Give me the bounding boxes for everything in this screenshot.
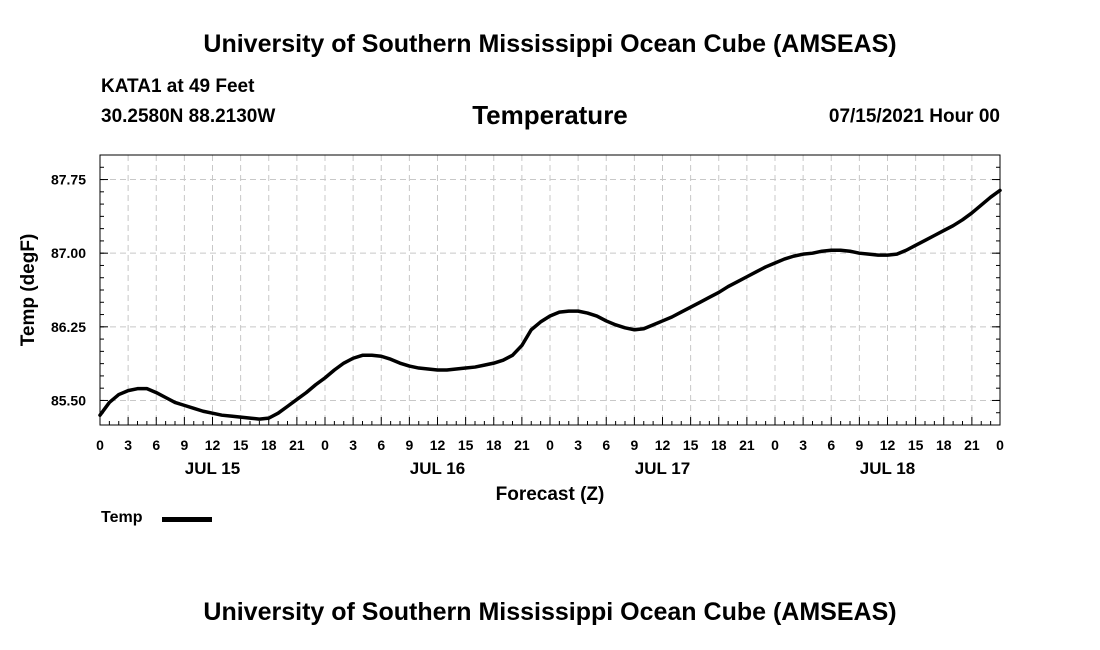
x-tick-label: 18 (261, 437, 277, 453)
x-tick-label: 15 (458, 437, 474, 453)
x-tick-label: 0 (321, 437, 329, 453)
x-tick-label: 21 (964, 437, 980, 453)
y-tick-label: 87.00 (51, 245, 86, 261)
date-label: JUL 17 (635, 459, 690, 478)
x-tick-label: 12 (880, 437, 896, 453)
y-tick-label: 87.75 (51, 172, 86, 188)
x-tick-label: 0 (996, 437, 1004, 453)
x-tick-label: 21 (514, 437, 530, 453)
y-axis-label: Temp (degF) (18, 234, 39, 347)
x-tick-label: 12 (655, 437, 671, 453)
x-tick-label: 3 (799, 437, 807, 453)
x-tick-label: 12 (205, 437, 221, 453)
x-tick-label: 18 (486, 437, 502, 453)
station-coordinates: 30.2580N 88.2130W (101, 106, 276, 127)
x-tick-label: 21 (289, 437, 305, 453)
legend-label: Temp (101, 509, 143, 526)
x-tick-label: 0 (771, 437, 779, 453)
x-tick-label: 6 (377, 437, 385, 453)
x-tick-label: 12 (430, 437, 446, 453)
station-label: KATA1 at 49 Feet (101, 76, 255, 97)
x-tick-label: 15 (908, 437, 924, 453)
x-tick-label: 9 (855, 437, 863, 453)
x-tick-label: 15 (233, 437, 249, 453)
x-tick-label: 3 (349, 437, 357, 453)
x-tick-label: 6 (602, 437, 610, 453)
x-tick-label: 0 (96, 437, 104, 453)
x-tick-label: 9 (630, 437, 638, 453)
grid-lines (100, 155, 1000, 425)
footer-title: University of Southern Mississippi Ocean… (203, 598, 897, 626)
x-tick-label: 9 (405, 437, 413, 453)
x-tick-label: 18 (711, 437, 727, 453)
page-title: University of Southern Mississippi Ocean… (203, 30, 897, 58)
x-tick-label: 3 (574, 437, 582, 453)
x-tick-label: 18 (936, 437, 952, 453)
date-label: JUL 15 (185, 459, 240, 478)
x-tick-label: 9 (180, 437, 188, 453)
x-tick-label: 6 (152, 437, 160, 453)
plot-frame (99, 154, 1001, 426)
x-tick-label: 6 (827, 437, 835, 453)
forecast-datetime: 07/15/2021 Hour 00 (828, 106, 1000, 127)
temp-series-line (98, 188, 1002, 421)
chart-title: Temperature (472, 100, 628, 130)
axis-ticks (99, 154, 1001, 426)
date-label: JUL 16 (410, 459, 465, 478)
axis-labels: 0 3 6 9 12 15 18 21 0 3 6 9 12 15 18 21 0 3 6 9 12 15 18 21 0 3 6 9… (51, 172, 1004, 478)
x-tick-label: 0 (546, 437, 554, 453)
y-tick-label: 86.25 (51, 319, 86, 335)
series-layer (98, 188, 1002, 421)
x-axis-label: Forecast (Z) (496, 484, 605, 505)
legend-swatch (162, 517, 212, 522)
y-tick-label: 85.50 (51, 392, 86, 408)
x-tick-label: 3 (124, 437, 132, 453)
date-label: JUL 18 (860, 459, 915, 478)
x-tick-label: 21 (739, 437, 755, 453)
x-tick-label: 15 (683, 437, 699, 453)
